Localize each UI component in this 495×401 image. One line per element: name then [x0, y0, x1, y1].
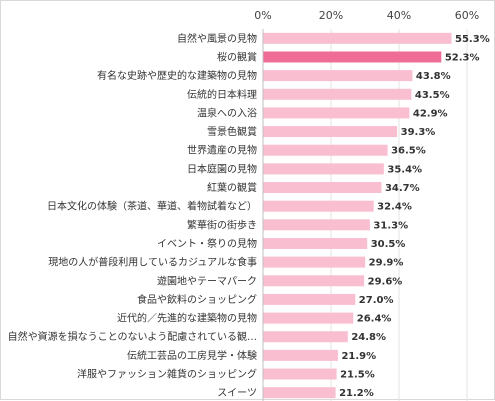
value-labels: 55.3% 52.3% 43.8% 43.5% 42.9% 39.3% 36.5% 35.4%… — [339, 34, 490, 399]
x-tick-label: 60% — [455, 9, 479, 22]
category-label: 有名な史跡や歴史的な建築物の見物 — [97, 69, 257, 82]
bar — [263, 368, 337, 380]
category-label: 伝統的日本料理 — [187, 88, 257, 101]
category-label: 日本文化の体験（茶道、華道、着物試着など） — [47, 200, 257, 213]
category-labels: 自然や風景の見物桜の観賞有名な史跡や歴史的な建築物の見物伝統的日本料理温泉への入… — [8, 32, 257, 399]
bar — [263, 293, 356, 305]
value-label: 21.2% — [339, 388, 374, 399]
value-label: 52.3% — [445, 52, 480, 63]
bar — [263, 275, 365, 287]
value-label: 21.5% — [340, 370, 375, 381]
category-label: 自然や風景の見物 — [177, 32, 257, 45]
x-tick-label: 20% — [319, 9, 343, 22]
category-label: 繁華街の街歩き — [187, 218, 257, 231]
value-label: 39.3% — [401, 127, 436, 138]
bar — [263, 126, 398, 138]
value-label: 43.8% — [416, 71, 451, 82]
bar — [263, 70, 413, 82]
category-label: 近代的／先進的な建築物の見物 — [117, 312, 257, 325]
bars — [263, 32, 452, 399]
x-tick-label: 40% — [387, 9, 411, 22]
bar — [263, 331, 348, 343]
bar — [263, 88, 412, 100]
value-label: 36.5% — [391, 146, 426, 157]
value-label: 30.5% — [371, 239, 406, 250]
bar — [263, 51, 442, 63]
category-label: スイーツ — [217, 388, 257, 399]
bar — [263, 182, 382, 194]
bar — [263, 237, 368, 249]
category-label: 温泉への入浴 — [197, 106, 257, 119]
value-label: 35.4% — [387, 164, 422, 175]
category-label: 遊園地やテーマパーク — [157, 274, 257, 287]
bar — [263, 219, 370, 231]
bar — [263, 32, 452, 44]
category-label: 紅葉の観賞 — [207, 181, 257, 194]
value-label: 42.9% — [413, 108, 448, 119]
bar — [263, 349, 338, 361]
bar — [263, 387, 336, 399]
value-label: 24.8% — [351, 332, 386, 343]
value-label: 26.4% — [357, 314, 392, 325]
bar — [263, 200, 374, 212]
bar — [263, 107, 410, 119]
category-label: イベント・祭りの見物 — [157, 237, 257, 250]
bar — [263, 144, 388, 156]
category-label: 自然や資源を損なうことのないよう配慮されている観… — [8, 330, 257, 343]
category-label: 世界遺産の見物 — [187, 144, 257, 157]
category-label: 洋服やファッション雑貨のショッピング — [77, 368, 257, 381]
value-label: 29.6% — [368, 276, 403, 287]
value-label: 55.3% — [455, 34, 490, 45]
value-label: 21.9% — [341, 351, 376, 362]
bar — [263, 256, 366, 268]
category-label: 桜の観賞 — [217, 50, 257, 63]
bar — [263, 163, 384, 175]
x-axis-ticks: 0% 20% 40% 60% — [254, 9, 479, 22]
category-label: 日本庭園の見物 — [187, 162, 257, 175]
value-label: 34.7% — [385, 183, 420, 194]
category-label: 食品や飲料のショッピング — [137, 293, 257, 306]
value-label: 32.4% — [377, 202, 412, 213]
x-tick-label: 0% — [254, 9, 271, 22]
category-label: 伝統工芸品の工房見学・体験 — [127, 349, 257, 362]
category-label: 雪景色観賞 — [207, 125, 257, 138]
gridlines — [262, 29, 468, 401]
category-label: 現地の人が普段利用しているカジュアルな食事 — [48, 256, 257, 269]
value-label: 27.0% — [359, 295, 394, 306]
bar — [263, 312, 354, 324]
value-label: 29.9% — [369, 258, 404, 269]
value-label: 43.5% — [415, 90, 450, 101]
value-label: 31.3% — [373, 220, 408, 231]
